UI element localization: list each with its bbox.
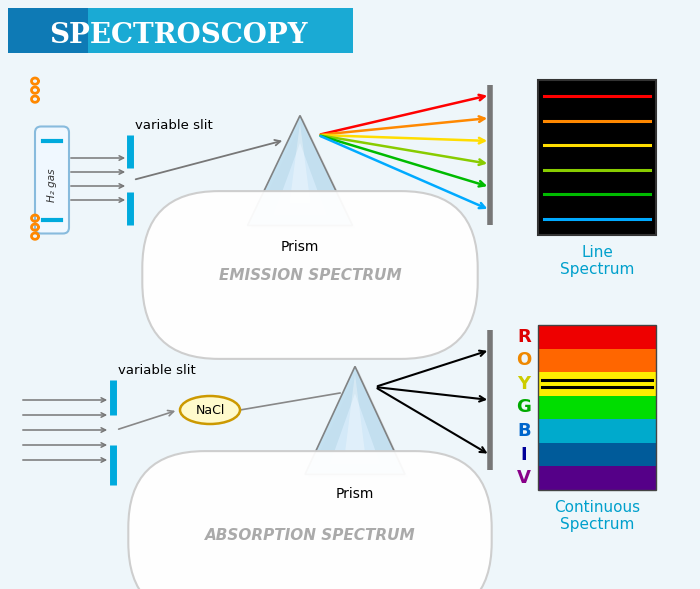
Text: variable slit: variable slit <box>135 118 213 131</box>
Text: ABSORPTION SPECTRUM: ABSORPTION SPECTRUM <box>204 528 415 542</box>
Polygon shape <box>330 393 380 464</box>
Polygon shape <box>274 143 326 214</box>
FancyBboxPatch shape <box>538 419 656 443</box>
Text: NaCl: NaCl <box>195 403 225 416</box>
FancyBboxPatch shape <box>538 396 656 419</box>
Polygon shape <box>305 366 405 474</box>
Text: I: I <box>521 446 527 464</box>
Text: variable slit: variable slit <box>118 363 196 376</box>
Text: B: B <box>517 422 531 440</box>
FancyBboxPatch shape <box>538 349 656 372</box>
Polygon shape <box>308 369 408 478</box>
Ellipse shape <box>180 396 240 424</box>
FancyBboxPatch shape <box>538 80 656 235</box>
Polygon shape <box>251 118 356 229</box>
Text: G: G <box>517 399 531 416</box>
Text: O: O <box>517 352 531 369</box>
FancyBboxPatch shape <box>8 8 353 53</box>
Text: V: V <box>517 469 531 487</box>
FancyBboxPatch shape <box>538 325 656 349</box>
Text: Continuous
Spectrum: Continuous Spectrum <box>554 500 640 532</box>
Text: EMISSION SPECTRUM: EMISSION SPECTRUM <box>218 267 401 283</box>
Text: SPECTROSCOPY: SPECTROSCOPY <box>49 22 307 48</box>
Text: H₂ gas: H₂ gas <box>47 168 57 202</box>
FancyBboxPatch shape <box>538 443 656 466</box>
FancyBboxPatch shape <box>8 8 88 53</box>
Polygon shape <box>345 374 365 453</box>
Text: R: R <box>517 328 531 346</box>
FancyBboxPatch shape <box>35 127 69 233</box>
FancyBboxPatch shape <box>538 372 656 396</box>
Polygon shape <box>290 123 311 204</box>
Text: Prism: Prism <box>336 487 375 501</box>
Text: Y: Y <box>517 375 531 393</box>
Text: Prism: Prism <box>281 240 319 254</box>
FancyBboxPatch shape <box>538 466 656 490</box>
Polygon shape <box>248 115 353 226</box>
Text: Line
Spectrum: Line Spectrum <box>560 245 634 277</box>
